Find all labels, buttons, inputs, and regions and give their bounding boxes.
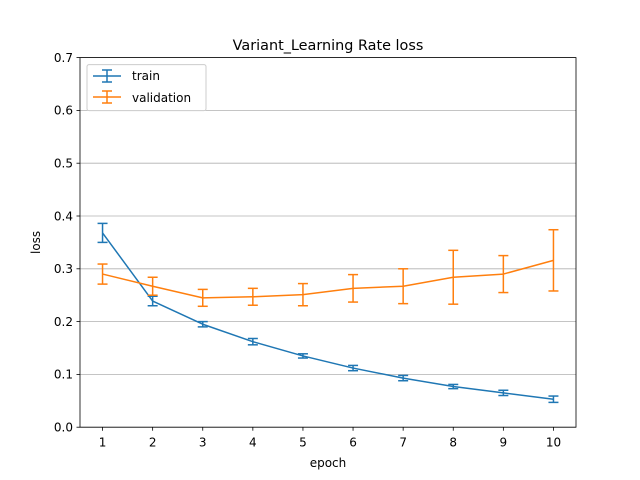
x-tick-label-8: 9 xyxy=(500,436,508,450)
legend-label-train: train xyxy=(132,69,160,83)
legend-entry-train: train xyxy=(93,69,160,83)
x-tick-label-7: 8 xyxy=(449,436,457,450)
y-tick-label-3: 0.3 xyxy=(54,262,73,276)
y-tick-label-7: 0.7 xyxy=(54,51,73,65)
x-tick-label-5: 6 xyxy=(349,436,357,450)
y-tick-label-1: 0.1 xyxy=(54,368,73,382)
y-axis-label: loss xyxy=(29,231,43,254)
y-tick-label-4: 0.4 xyxy=(54,209,73,223)
series-validation xyxy=(97,228,559,308)
series-line-train xyxy=(101,232,554,400)
x-tick-label-6: 7 xyxy=(399,436,407,450)
y-tick-label-6: 0.6 xyxy=(54,104,73,118)
plot-frame xyxy=(79,57,577,428)
x-tick-label-0: 1 xyxy=(99,436,107,450)
x-tick-label-1: 2 xyxy=(149,436,157,450)
y-axis: 0.0 0.1 0.2 0.3 0.4 0.5 0.6 0.7 xyxy=(54,51,80,435)
y-tick-label-2: 0.2 xyxy=(54,315,73,329)
x-tick-label-3: 4 xyxy=(249,436,257,450)
legend-entry-validation: validation xyxy=(93,90,191,105)
x-tick-label-2: 3 xyxy=(199,436,207,450)
x-axis: 1 2 3 4 5 6 7 8 9 10 xyxy=(99,427,561,450)
x-tick-label-4: 5 xyxy=(299,436,307,450)
series-line-validation xyxy=(102,259,554,299)
series-train xyxy=(97,222,559,404)
x-axis-label: epoch xyxy=(310,456,347,470)
chart-title: Variant_Learning Rate loss xyxy=(233,38,424,54)
y-tick-label-5: 0.5 xyxy=(54,157,73,171)
x-tick-label-9: 10 xyxy=(546,436,561,450)
legend-label-validation: validation xyxy=(132,91,191,105)
legend: train validation xyxy=(86,64,207,112)
y-tick-label-0: 0.0 xyxy=(54,421,73,435)
series-layer xyxy=(97,222,559,404)
